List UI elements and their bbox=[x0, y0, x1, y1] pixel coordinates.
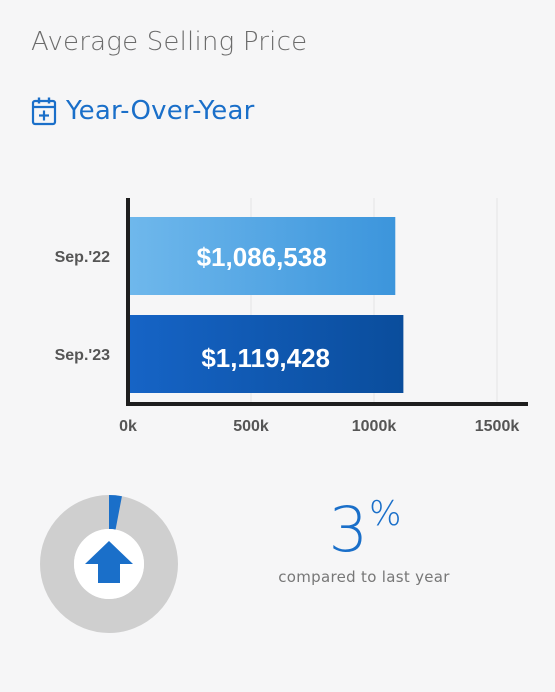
year-over-year-heading: Year-Over-Year bbox=[31, 96, 255, 126]
x-tick-label: 1500k bbox=[475, 418, 520, 435]
subtitle-text: Year-Over-Year bbox=[66, 96, 255, 126]
bar bbox=[128, 315, 404, 393]
change-caption: compared to last year bbox=[278, 568, 450, 586]
x-tick-label: 500k bbox=[233, 418, 269, 435]
calendar-plus-icon bbox=[31, 97, 57, 126]
bar-value-label: $1,086,538 bbox=[197, 242, 327, 272]
arrow-up-icon bbox=[85, 541, 133, 583]
category-label: Sep.'22 bbox=[55, 249, 110, 266]
change-donut bbox=[40, 495, 178, 633]
category-label: Sep.'23 bbox=[55, 347, 110, 364]
bar-value-label: $1,119,428 bbox=[201, 343, 330, 373]
x-tick-label: 0k bbox=[119, 418, 137, 435]
x-tick-label: 1000k bbox=[352, 418, 397, 435]
card-title: Average Selling Price bbox=[31, 27, 308, 57]
change-percent-value: 3 bbox=[328, 493, 368, 566]
bar bbox=[128, 217, 396, 295]
donut-value-segment bbox=[40, 495, 178, 633]
selling-price-bar-chart: $1,086,538 $1,119,428 Sep.'22 Sep.'23 0k 500… bbox=[55, 198, 528, 435]
change-percent: 3% bbox=[0, 494, 555, 565]
percent-symbol: % bbox=[369, 494, 402, 534]
